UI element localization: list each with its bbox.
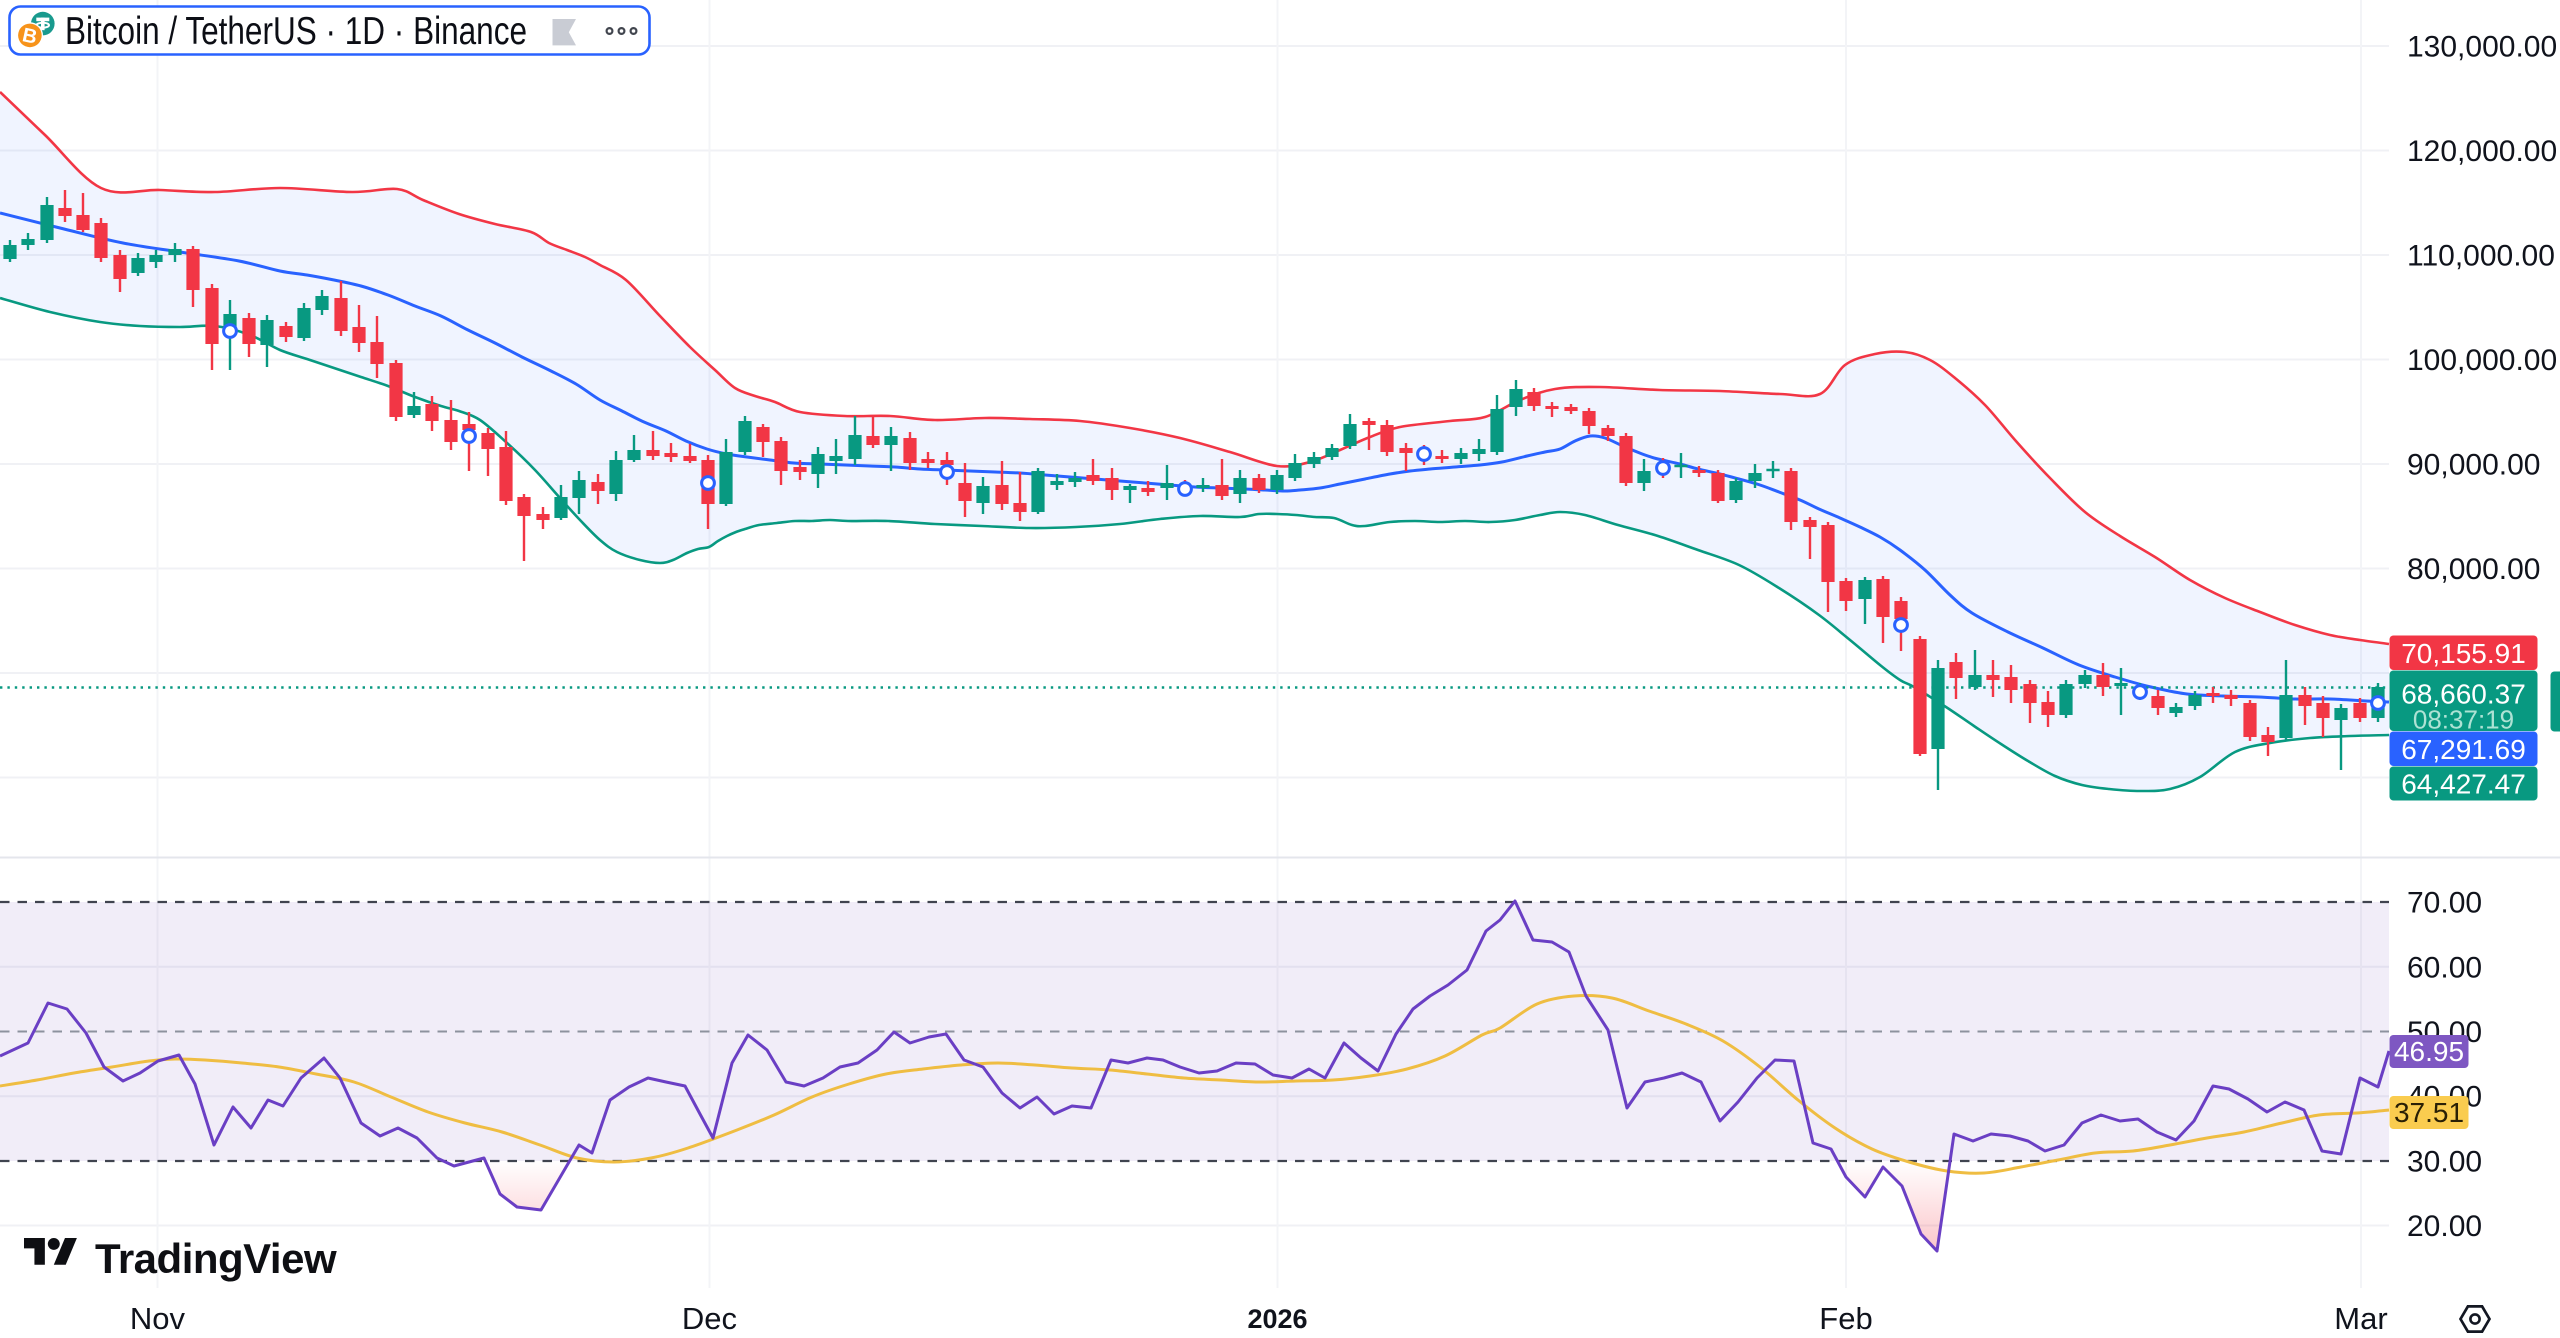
svg-text:68,660.37: 68,660.37 [2401,679,2526,710]
svg-text:B: B [20,24,39,49]
svg-text:20.00: 20.00 [2407,1210,2482,1243]
svg-text:08:37:19: 08:37:19 [2413,705,2514,735]
svg-text:70,155.91: 70,155.91 [2401,638,2526,669]
svg-text:Nov: Nov [130,1301,186,1336]
svg-text:30.00: 30.00 [2407,1146,2482,1179]
svg-text:37.51: 37.51 [2394,1097,2464,1128]
svg-text:Dec: Dec [682,1301,737,1336]
svg-text:Mar: Mar [2334,1301,2387,1336]
svg-text:130,000.00: 130,000.00 [2407,31,2557,64]
svg-text:70.00: 70.00 [2407,887,2482,920]
svg-text:TradingView: TradingView [95,1235,337,1282]
svg-text:80,000.00: 80,000.00 [2407,553,2540,586]
svg-text:67,291.69: 67,291.69 [2401,734,2526,765]
svg-text:120,000.00: 120,000.00 [2407,135,2557,168]
svg-text:100,000.00: 100,000.00 [2407,344,2557,377]
svg-text:60.00: 60.00 [2407,951,2482,984]
svg-text:2026: 2026 [1247,1304,1307,1334]
svg-text:110,000.00: 110,000.00 [2407,240,2555,273]
svg-text:46.95: 46.95 [2394,1036,2464,1067]
svg-text:Bitcoin / TetherUS · 1D · Bina: Bitcoin / TetherUS · 1D · Binance [65,10,527,53]
svg-text:64,427.47: 64,427.47 [2401,769,2526,800]
svg-text:90,000.00: 90,000.00 [2407,449,2540,482]
svg-text:Feb: Feb [1819,1301,1872,1336]
